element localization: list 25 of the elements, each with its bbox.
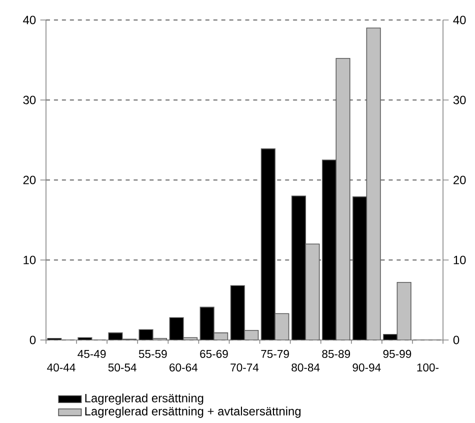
x-tick-label: 85-89 (322, 350, 350, 358)
y2-tick-label: 30 (453, 96, 466, 104)
y2-tick-label: 10 (454, 256, 466, 264)
x-tick-label: 65-69 (200, 350, 228, 358)
y-tick-label: 10 (24, 256, 36, 264)
x-tick-label: 75-79 (261, 350, 289, 358)
y2-tick-label: 20 (454, 176, 466, 184)
x-tick-label: 55-59 (138, 350, 167, 358)
x-tick-label: 50-54 (108, 364, 136, 372)
legend-label: Lagreglerad ersättning + avtalsersättning (85, 406, 301, 418)
y2-tick-label: 40 (453, 16, 466, 24)
x-tick-label: 80-84 (292, 364, 320, 372)
x-tick-label: 70-74 (230, 364, 259, 372)
legend-label: Lagreglerad ersättning (85, 394, 204, 405)
y-tick-label: 40 (23, 16, 36, 24)
y-tick-label: 0 (30, 336, 36, 344)
y2-tick-label: 0 (453, 336, 460, 344)
y-tick-label: 30 (23, 96, 36, 104)
x-tick-label: 40-44 (47, 364, 76, 372)
x-tick-label: 95-99 (383, 350, 412, 358)
x-tick-label: 90-94 (352, 364, 381, 372)
x-tick-label: 60-64 (170, 364, 198, 372)
x-tick-label: 100- (417, 364, 439, 372)
x-tick-label: 45-49 (78, 350, 106, 358)
y-tick-label: 20 (23, 176, 36, 184)
